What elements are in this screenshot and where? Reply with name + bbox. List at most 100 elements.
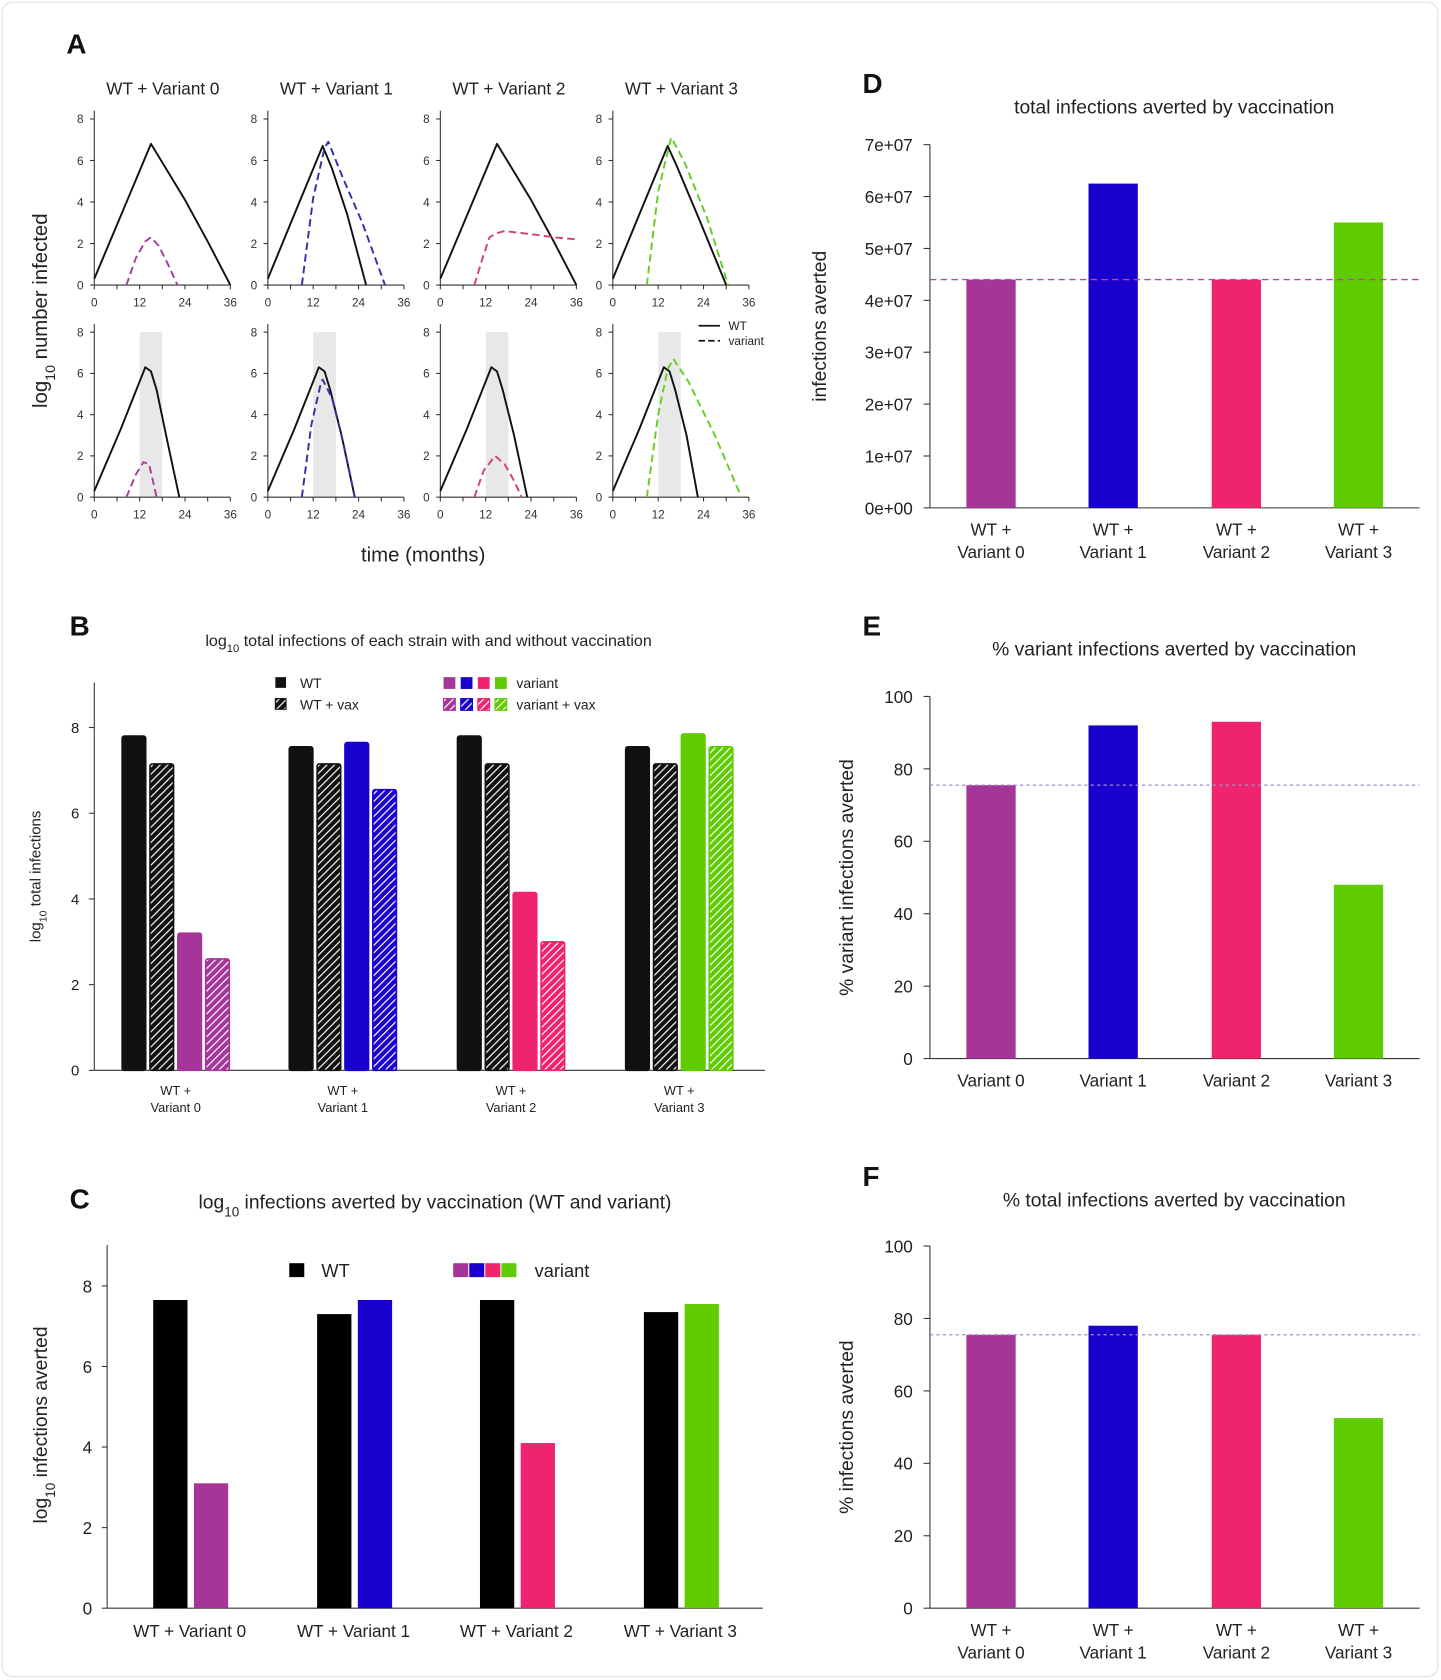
x-tick-label: 24: [524, 509, 538, 522]
y-tick-label: 4e+07: [865, 291, 913, 311]
y-tick-label: 8: [596, 326, 603, 339]
chart-title: total infections averted by vaccination: [1014, 98, 1334, 119]
bar-WT-vax: [484, 763, 510, 1072]
y-tick-label: 0: [251, 491, 258, 504]
y-tick-label: 80: [894, 759, 913, 779]
vaccination-window-shade: [485, 332, 509, 498]
x-tick-label: 0: [91, 509, 98, 522]
variant-curve: [125, 236, 179, 286]
legend-variant-swatch: [460, 677, 473, 689]
y-tick-label: 4: [251, 196, 258, 209]
legend-wt-swatch: [275, 677, 287, 688]
x-tick-label: 12: [479, 509, 492, 522]
y-tick-label: 2: [596, 450, 603, 463]
y-tick-label: 2: [71, 977, 79, 994]
y-tick-label: 2: [77, 238, 84, 251]
x-tick-label: WT + Variant 2: [460, 1621, 573, 1641]
x-tick-label: Variant 2: [1203, 542, 1270, 562]
panel-label-d: D: [862, 68, 882, 99]
legend-wt-vax-label: WT + vax: [300, 696, 359, 712]
y-tick-label: 6e+07: [865, 187, 913, 207]
bar: [1088, 183, 1138, 508]
x-tick-label: Variant 3: [654, 1100, 704, 1115]
bar: [1211, 1334, 1262, 1609]
legend-wt-label: WT: [729, 320, 747, 333]
bar: [966, 279, 1016, 508]
bar: [1088, 1325, 1138, 1609]
y-tick-label: 8: [251, 113, 258, 126]
y-tick-label: 2: [596, 238, 603, 251]
bar-variant: [680, 733, 706, 1072]
y-tick-label: 6: [423, 368, 430, 381]
x-tick-label: WT +: [1338, 520, 1379, 540]
x-tick-label: 24: [178, 296, 192, 309]
y-tick-label: 0: [251, 279, 258, 292]
y-tick-label: 6: [251, 155, 258, 168]
x-tick-label: 0: [437, 509, 444, 522]
y-tick-label: 6: [77, 368, 84, 381]
legend-wt-vax-swatch: [274, 698, 287, 710]
y-tick-label: 100: [884, 1236, 913, 1256]
x-tick-label: Variant 1: [1080, 1643, 1147, 1663]
y-tick-label: 0: [77, 491, 84, 504]
x-tick-label: WT + Variant 0: [133, 1621, 246, 1641]
wt-curve: [439, 366, 529, 498]
x-tick-label: 36: [570, 296, 584, 309]
legend-variant-vax-label: variant + vax: [516, 696, 595, 712]
panel-label-f: F: [862, 1161, 879, 1192]
y-tick-label: 4: [83, 1437, 93, 1457]
y-tick-label: 4: [77, 196, 84, 209]
y-tick-label: 4: [251, 409, 258, 422]
bar-WT: [624, 745, 651, 1072]
x-tick-label: 0: [610, 296, 617, 309]
bar: [1211, 721, 1262, 1059]
x-tick-label: 0: [610, 509, 617, 522]
subplot-title: WT + Variant 0: [106, 78, 219, 98]
x-tick-label: 36: [742, 296, 756, 309]
x-tick-label: WT +: [1216, 1620, 1257, 1640]
legend-wt-label: WT: [321, 1261, 349, 1281]
y-tick-label: 0: [903, 1049, 913, 1069]
legend-variant-vax-swatch: [477, 698, 491, 711]
y-tick-label: 2e+07: [865, 395, 913, 415]
y-tick-label: 0: [423, 491, 430, 504]
y-tick-label: 0: [71, 1063, 79, 1080]
y-tick-label: 6: [251, 368, 258, 381]
bar-WT: [288, 745, 314, 1072]
x-tick-label: 12: [133, 509, 146, 522]
panel-label-e: E: [862, 610, 881, 641]
variant-curve: [473, 454, 523, 498]
y-tick-label: 8: [423, 113, 430, 126]
y-tick-label: 8: [77, 113, 84, 126]
x-tick-label: Variant 1: [1080, 542, 1147, 562]
legend-variant-label: variant: [516, 675, 558, 691]
bar-WT: [456, 735, 482, 1072]
y-tick-label: 4: [423, 409, 430, 422]
chart-title: log10 total infections of each strain wi…: [205, 632, 651, 655]
panel-label-b: B: [70, 610, 90, 641]
y-tick-label: 20: [894, 977, 913, 997]
y-tick-label: 20: [894, 1526, 913, 1546]
x-tick-label: WT +: [970, 1620, 1011, 1640]
y-tick-label: 2: [423, 450, 430, 463]
x-tick-label: Variant 2: [486, 1100, 536, 1115]
y-axis-label: log10 total infections: [28, 811, 50, 943]
x-tick-label: 0: [265, 296, 272, 309]
bar-variant-vax: [204, 958, 231, 1072]
bar-WT-vax: [652, 763, 678, 1072]
x-tick-label: 36: [397, 509, 411, 522]
bar-wt: [643, 1312, 679, 1609]
x-tick-label: WT +: [664, 1083, 695, 1098]
x-tick-label: Variant 1: [318, 1100, 368, 1115]
wt-curve: [439, 142, 578, 286]
bar-variant-vax: [372, 788, 398, 1072]
x-tick-label: WT +: [1093, 520, 1134, 540]
y-tick-label: 6: [423, 155, 430, 168]
y-tick-label: 4: [596, 196, 603, 209]
legend-variant-swatch: [485, 1263, 501, 1278]
